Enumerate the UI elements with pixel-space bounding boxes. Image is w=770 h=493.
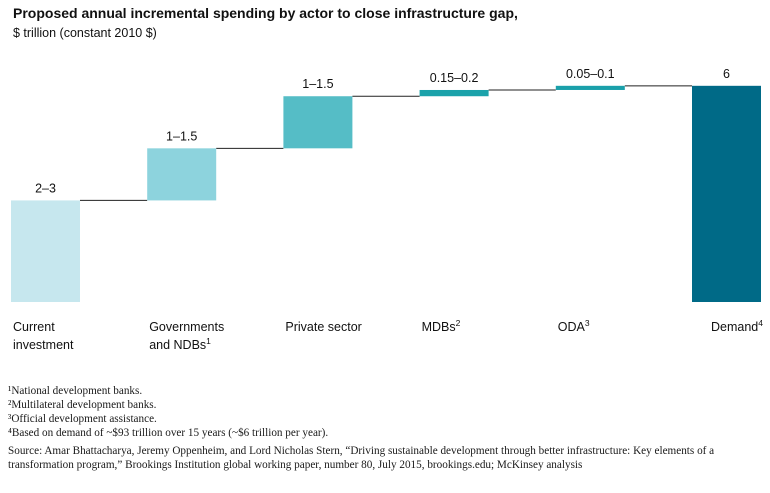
data-label: 0.05–0.1 <box>566 67 615 81</box>
category-label: Demand4 <box>711 318 763 334</box>
footnote-3: ³Official development assistance. <box>8 413 157 425</box>
footnote-4: ⁴Based on demand of ~$93 trillion over 1… <box>8 427 329 439</box>
data-label: 2–3 <box>35 181 56 195</box>
data-label: 0.15–0.2 <box>430 71 479 85</box>
bar <box>419 89 489 97</box>
footnotes: ¹National development banks. ²Multilatera… <box>8 384 763 440</box>
category-label: MDBs2 <box>422 318 461 334</box>
waterfall-chart: 2–3 Current investment 1–1.5 Governments and … <box>11 67 763 352</box>
footnote-1: ¹National development banks. <box>8 385 143 397</box>
source-text: Source: Amar Bhattacharya, Jeremy Oppenh… <box>8 445 715 471</box>
category-label: ODA3 <box>558 318 590 334</box>
category-label: Current <box>13 320 55 334</box>
footnote-2: ²Multilateral development banks. <box>8 399 157 411</box>
data-label: 1–1.5 <box>166 129 197 143</box>
category-label: Governments <box>149 320 224 334</box>
notes: ¹National development banks. ²Multilatera… <box>8 384 763 472</box>
chart-title: Proposed annual incremental spending by … <box>13 5 518 21</box>
category-label: Private sector <box>285 320 361 334</box>
bar <box>283 96 353 149</box>
bar <box>555 85 625 90</box>
data-label: 1–1.5 <box>302 77 333 91</box>
bar <box>11 200 80 302</box>
category-label: and NDBs1 <box>149 336 211 352</box>
category-label: investment <box>13 338 74 352</box>
chart-subtitle: $ trillion (constant 2010 $) <box>13 26 157 40</box>
bar <box>692 85 761 302</box>
data-label: 6 <box>723 67 730 81</box>
bar <box>147 148 217 201</box>
